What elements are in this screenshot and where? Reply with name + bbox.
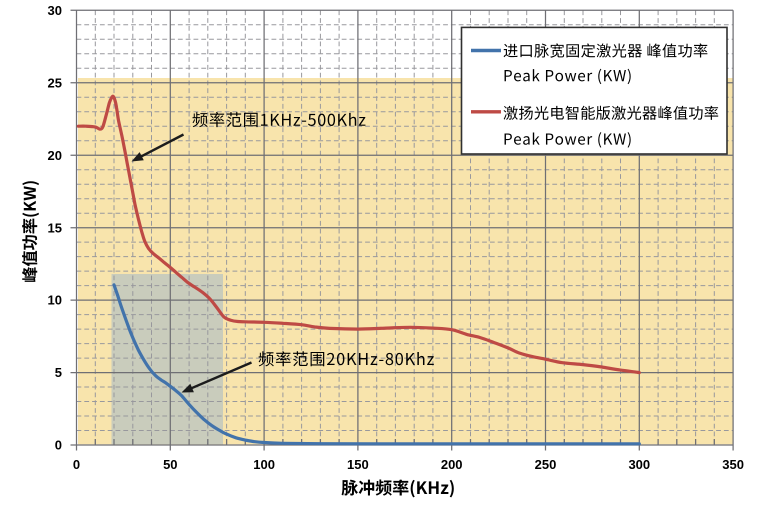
svg-text:0: 0 bbox=[55, 438, 62, 453]
svg-text:200: 200 bbox=[441, 457, 463, 472]
svg-text:30: 30 bbox=[48, 3, 62, 18]
svg-text:350: 350 bbox=[722, 457, 744, 472]
svg-text:15: 15 bbox=[48, 220, 62, 235]
svg-text:50: 50 bbox=[163, 457, 177, 472]
svg-text:20: 20 bbox=[48, 148, 62, 163]
svg-text:10: 10 bbox=[48, 293, 62, 308]
svg-text:25: 25 bbox=[48, 75, 62, 90]
svg-text:100: 100 bbox=[253, 457, 275, 472]
svg-text:250: 250 bbox=[535, 457, 557, 472]
svg-text:300: 300 bbox=[628, 457, 650, 472]
svg-text:5: 5 bbox=[55, 365, 62, 380]
svg-text:0: 0 bbox=[73, 457, 80, 472]
svg-text:150: 150 bbox=[347, 457, 369, 472]
